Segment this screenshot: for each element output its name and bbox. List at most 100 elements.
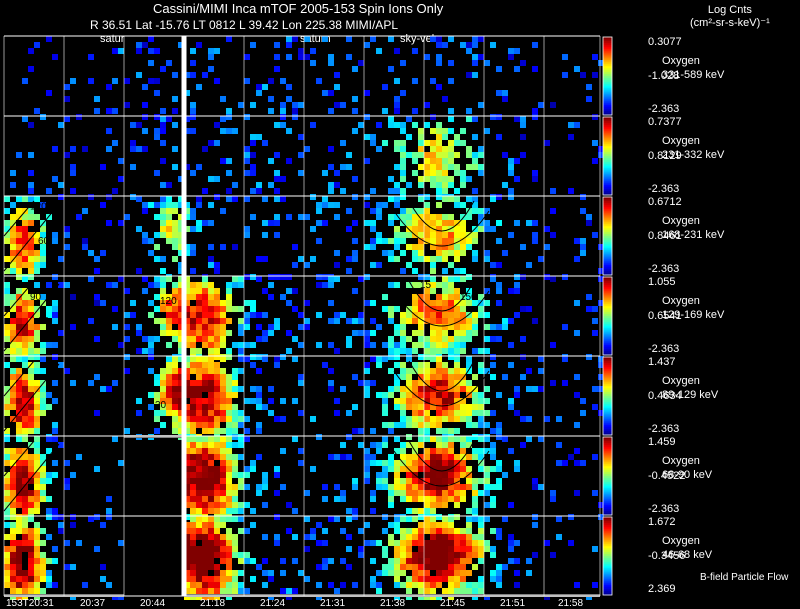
heatmap-cell [430, 588, 436, 594]
heatmap-cell [328, 380, 334, 386]
heatmap-cell [364, 114, 370, 120]
heatmap-cell [406, 214, 412, 220]
heatmap-cell [220, 552, 226, 558]
heatmap-cell [208, 558, 214, 564]
heatmap-cell [322, 528, 328, 534]
heatmap-cell [274, 466, 280, 472]
heatmap-cell [4, 558, 10, 564]
heatmap-cell [154, 380, 160, 386]
colorbar-step [603, 556, 612, 559]
heatmap-cell [478, 576, 484, 582]
heatmap-cell [460, 442, 466, 448]
heatmap-cell [448, 472, 454, 478]
heatmap-cell [94, 294, 100, 300]
heatmap-cell [544, 274, 550, 280]
heatmap-cell [352, 96, 358, 102]
colorbar-step [603, 561, 612, 565]
heatmap-cell [226, 306, 232, 312]
colorbar-step [603, 167, 612, 171]
heatmap-cell [10, 564, 16, 570]
heatmap-cell [190, 318, 196, 324]
heatmap-cell [184, 392, 190, 398]
heatmap-cell [394, 516, 400, 522]
heatmap-cell [400, 404, 406, 410]
heatmap-cell [4, 220, 10, 226]
colorbar-step [603, 540, 612, 543]
heatmap-cell [496, 114, 502, 120]
heatmap-cell [40, 410, 46, 416]
heatmap-cell [262, 140, 268, 146]
heatmap-cell [436, 380, 442, 386]
heatmap-cell [442, 182, 448, 188]
heatmap-cell [106, 514, 112, 520]
heatmap-cell [34, 558, 40, 564]
colorbar-step [603, 142, 612, 145]
heatmap-cell [226, 546, 232, 552]
colorbar-step [603, 343, 612, 346]
heatmap-cell [244, 324, 250, 330]
heatmap-cell [214, 330, 220, 336]
heatmap-cell [226, 294, 232, 300]
heatmap-cell [28, 490, 34, 496]
heatmap-cell [472, 422, 478, 428]
heatmap-cell [442, 392, 448, 398]
heatmap-cell [10, 514, 16, 520]
heatmap-cell [52, 436, 58, 442]
heatmap-cell [262, 288, 268, 294]
heatmap-cell [4, 514, 10, 520]
heatmap-cell [328, 282, 334, 288]
heatmap-cell [448, 516, 454, 522]
colorbar-step [603, 325, 612, 329]
heatmap-cell [352, 128, 358, 134]
heatmap-cell [430, 558, 436, 564]
heatmap-cell [400, 330, 406, 336]
heatmap-cell [22, 410, 28, 416]
heatmap-cell [220, 330, 226, 336]
heatmap-cell [160, 288, 166, 294]
heatmap-cell [448, 582, 454, 588]
heatmap-cell [436, 176, 442, 182]
colorbar-step [603, 386, 612, 389]
heatmap-cell [286, 348, 292, 354]
heatmap-cell [268, 386, 274, 392]
heatmap-cell [10, 250, 16, 256]
heatmap-cell [46, 214, 52, 220]
heatmap-cell [466, 146, 472, 152]
heatmap-cell [490, 410, 496, 416]
heatmap-cell [160, 202, 166, 208]
heatmap-cell [508, 534, 514, 540]
heatmap-cell [436, 238, 442, 244]
colorbar-step [603, 247, 612, 251]
colorbar-step [603, 54, 612, 57]
heatmap-cell [196, 496, 202, 502]
heatmap-cell [394, 490, 400, 496]
heatmap-cell [484, 490, 490, 496]
heatmap-cell [16, 484, 22, 490]
heatmap-cell [4, 238, 10, 244]
heatmap-cell [40, 368, 46, 374]
colorbar-step [603, 589, 612, 592]
heatmap-cell [184, 496, 190, 502]
heatmap-cell [202, 374, 208, 380]
heatmap-cell [412, 348, 418, 354]
heatmap-cell [466, 380, 472, 386]
heatmap-cell [388, 354, 394, 360]
heatmap-cell [472, 478, 478, 484]
heatmap-cell [196, 398, 202, 404]
heatmap-cell [184, 404, 190, 410]
heatmap-cell [262, 570, 268, 576]
heatmap-cell [178, 422, 184, 428]
heatmap-cell [196, 478, 202, 484]
heatmap-cell [220, 410, 226, 416]
heatmap-cell [184, 478, 190, 484]
heatmap-cell [418, 416, 424, 422]
heatmap-cell [448, 478, 454, 484]
colorbar-step [603, 569, 612, 573]
heatmap-cell [268, 158, 274, 164]
heatmap-cell [460, 564, 466, 570]
colorbar-title: Log Cnts (cm²-sr-s-keV)⁻¹ [690, 4, 770, 30]
heatmap-cell [382, 484, 388, 490]
colorbar-step [603, 261, 612, 264]
heatmap-cell [268, 294, 274, 300]
heatmap-cell [10, 380, 16, 386]
